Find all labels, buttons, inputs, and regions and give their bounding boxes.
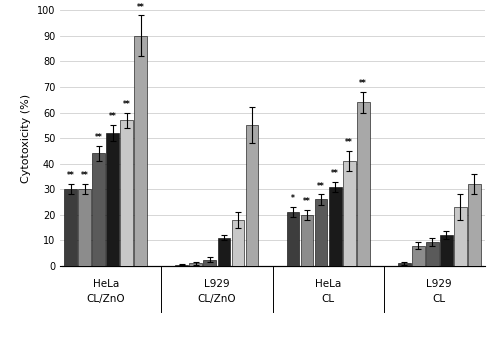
Bar [286, 212, 300, 266]
Text: **: ** [67, 171, 74, 180]
Bar [342, 161, 355, 266]
Bar [246, 125, 258, 266]
Text: *: * [291, 194, 295, 203]
Text: **: ** [331, 169, 339, 178]
Bar [412, 246, 424, 266]
Text: L929: L929 [204, 279, 230, 289]
Text: **: ** [81, 171, 88, 180]
Bar [92, 153, 106, 266]
Bar [190, 263, 202, 266]
Bar [78, 189, 92, 266]
Text: CL/ZnO: CL/ZnO [198, 294, 236, 304]
Text: HeLa: HeLa [315, 279, 341, 289]
Text: CL/ZnO: CL/ZnO [86, 294, 125, 304]
Text: HeLa: HeLa [92, 279, 119, 289]
Bar [64, 189, 77, 266]
Text: CL: CL [432, 294, 446, 304]
Bar [218, 238, 230, 266]
Text: CL: CL [322, 294, 334, 304]
Text: **: ** [95, 133, 102, 142]
Bar [454, 207, 466, 266]
Bar [328, 187, 342, 266]
Text: **: ** [303, 197, 311, 206]
Y-axis label: Cytotoxicity (%): Cytotoxicity (%) [21, 93, 31, 183]
Text: **: ** [359, 79, 367, 88]
Text: **: ** [123, 100, 131, 109]
Bar [106, 133, 120, 266]
Text: **: ** [317, 181, 325, 191]
Bar [204, 260, 216, 266]
Bar [356, 102, 370, 266]
Bar [314, 199, 328, 266]
Bar [426, 242, 438, 266]
Bar [300, 215, 314, 266]
Bar [176, 265, 188, 266]
Text: L929: L929 [426, 279, 452, 289]
Text: **: ** [345, 138, 353, 147]
Text: **: ** [109, 113, 116, 121]
Bar [398, 263, 410, 266]
Bar [468, 184, 480, 266]
Text: **: ** [137, 2, 145, 12]
Bar [120, 120, 134, 266]
Bar [134, 36, 147, 266]
Bar [440, 235, 452, 266]
Bar [232, 220, 244, 266]
